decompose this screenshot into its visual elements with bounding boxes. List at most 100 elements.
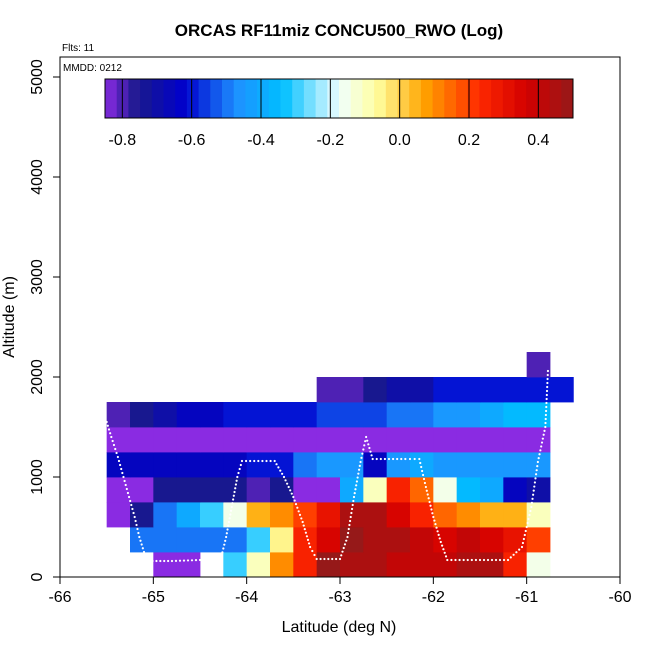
heatmap-cell [340,527,364,553]
flight-track-point [297,510,300,513]
flight-track-point [419,461,422,465]
flight-track-point [540,445,543,448]
heatmap-cell [316,477,341,503]
heatmap-cell [130,477,154,503]
colorbar-tick-label: 0.4 [527,132,549,149]
colorbar-tick-label: 0.2 [458,132,480,149]
heatmap-cell [293,452,318,478]
flight-track-point [538,453,541,456]
colorbar-segment [374,79,387,118]
heatmap-cell [386,527,411,553]
flight-track-point [360,456,363,459]
flight-track-point [236,475,239,479]
colorbar-segment [537,79,551,118]
heatmap-cell [293,427,318,453]
heatmap-cell [433,427,458,453]
heatmap-cell [316,427,341,453]
flight-track-point [159,559,162,563]
flight-track-point [537,457,540,460]
flight-track-point [265,459,268,463]
heatmap-cell [340,402,364,428]
flight-track-point [315,557,318,561]
flight-track-point [111,439,114,443]
heatmap-cell [410,552,434,578]
colorbar-border [104,78,574,119]
colorbar-segment [479,79,492,118]
heatmap-cell [200,502,224,528]
colorbar-segment [292,79,305,118]
heatmap-cell [130,502,154,528]
flight-track-point [442,548,445,551]
flight-track-point [531,497,534,500]
flight-track-point [131,507,134,511]
flight-track-point [544,409,548,413]
colorbar-segment [175,79,188,118]
heatmap-cell [503,477,528,503]
colorbar-segment [128,79,141,118]
heatmap-cell [293,477,318,503]
flight-track-point [346,535,349,539]
heatmap-cell [246,427,271,453]
heatmap-cell [223,452,248,478]
heatmap-cell [176,452,201,478]
flight-track-point [533,485,536,488]
flight-track-point [427,497,430,500]
flight-track-point [286,482,289,485]
heatmap-cell [386,502,411,528]
flight-track-point [194,559,198,562]
flight-track-point [425,489,428,492]
heatmap-cell [223,552,248,578]
flight-track-point [400,457,403,461]
flight-track-point [302,524,305,527]
heatmap-cell [316,377,341,403]
flight-track-point [289,489,292,492]
flight-track-point [490,558,494,562]
flight-track-point [327,557,330,561]
flight-track-point [370,454,373,457]
flight-track-point [426,493,429,496]
flight-track-point [345,539,348,542]
flight-track-point [470,558,473,562]
heatmap-cell [340,452,364,478]
heatmap-cell [433,477,458,503]
flight-track-point [545,401,548,405]
flight-track-point [350,507,354,511]
heatmap-cell [410,402,434,428]
colorbar-tick-label: -0.6 [178,132,206,149]
flight-track-point [532,489,535,492]
flight-track-point [545,397,548,401]
flight-track-point [232,498,235,501]
flight-track-point [434,523,437,526]
flight-track-point [466,558,469,562]
flight-track-point [546,373,549,377]
flight-track-point [229,509,233,512]
flight-track-point [366,439,369,442]
heatmap-cell [106,502,131,528]
colorbar-segment [409,79,422,118]
flight-track-point [277,466,280,469]
colorbar-segment [456,79,469,118]
flight-track-point [369,450,372,453]
flight-track-point [134,519,137,523]
heatmap-cell [456,427,481,453]
flight-track-point [387,457,391,461]
heatmap-cell [153,427,178,453]
flight-track-point [142,550,146,554]
flight-track-point [518,548,521,551]
flight-track-point [348,523,351,527]
colorbar-segment [549,79,562,118]
flight-track-point [140,543,143,546]
heatmap-cell [503,377,528,403]
colorbar-tick-label: -0.4 [247,132,275,149]
heatmap-cell [526,552,551,578]
flight-track-point [136,527,139,531]
heatmap-cell [526,477,551,503]
flight-track-point [431,512,434,515]
flight-track-point [144,553,147,557]
flight-track-point [261,459,264,463]
x-tick-label: -63 [328,589,351,606]
flight-track-point [391,457,395,461]
heatmap-cell [340,477,364,503]
flight-track-point [107,428,111,431]
flight-track-point [349,515,352,519]
